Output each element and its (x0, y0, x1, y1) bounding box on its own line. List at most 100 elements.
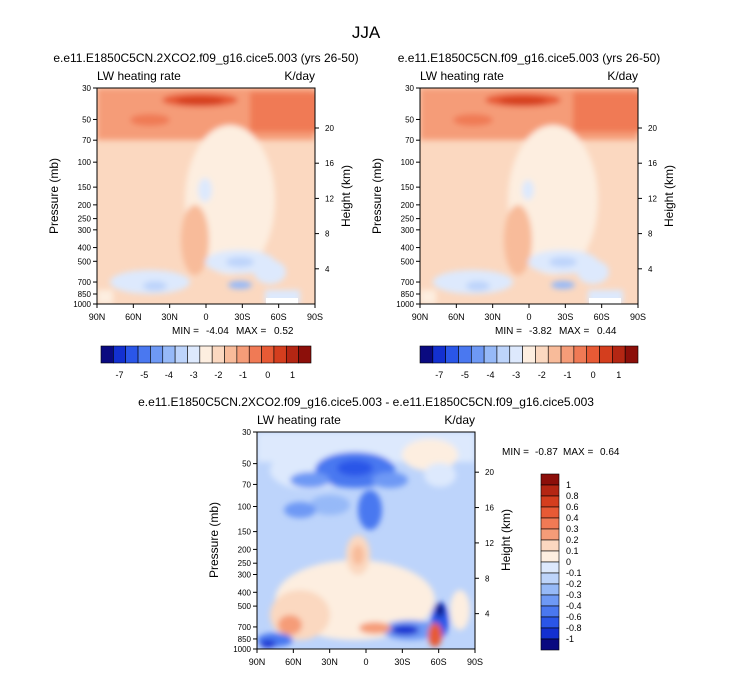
pressure-tick-label: 300 (238, 570, 252, 579)
colorbar-swatch (586, 345, 600, 364)
colorbar-label: -1 (563, 370, 571, 380)
colorbar-label: -5 (461, 370, 469, 380)
pressure-tick-label: 250 (238, 559, 252, 568)
panel-3-title: e.e11.E1850C5CN.2XCO2.f09_g16.cice5.003 … (138, 395, 594, 409)
panel-3-colorbar: 10.80.60.40.30.20.10-0.1-0.2-0.3-0.4-0.6… (540, 473, 582, 651)
colorbar-swatch (540, 484, 560, 497)
pressure-tick-label: 700 (238, 623, 252, 632)
pressure-tick-label: 850 (78, 290, 92, 299)
latitude-tick-label: 90N (89, 312, 106, 322)
height-tick-label: 8 (485, 574, 490, 583)
colorbar-swatch (540, 528, 560, 541)
latitude-tick-label: 0 (526, 312, 531, 322)
colorbar-swatch (573, 345, 588, 364)
height-tick-label: 8 (325, 230, 330, 239)
pressure-tick-label: 300 (401, 226, 415, 235)
panel-1-y2label: Height (km) (339, 165, 353, 227)
colorbar-swatch (540, 561, 560, 574)
panel-2-title: e.e11.E1850C5CN.f09_g16.cice5.003 (yrs 2… (398, 51, 661, 65)
latitude-tick-label: 90S (630, 312, 646, 322)
panel-1-x-ticks: 90N 60N 30N 0 30S 60S 90S (89, 304, 323, 322)
panel-2-heatmap (420, 88, 638, 304)
pressure-tick-label: 200 (238, 545, 252, 554)
height-tick-label: 20 (485, 468, 494, 477)
latitude-tick-label: 90S (467, 657, 483, 667)
height-tick-label: 12 (325, 194, 334, 203)
colorbar-swatch (540, 572, 560, 585)
colorbar-swatch (540, 473, 560, 486)
colorbar-label: -3 (190, 370, 198, 380)
panel-2-max-label: MAX = (559, 326, 589, 337)
latitude-tick-label: 60N (125, 312, 142, 322)
pressure-tick-label: 150 (401, 183, 415, 192)
panel-2-y2-ticks: 20 16 12 8 4 (638, 124, 657, 274)
panel-1-max-label: MAX = (236, 326, 266, 337)
height-tick-label: 20 (648, 124, 657, 133)
colorbar-label: -1 (566, 634, 574, 644)
latitude-tick-label: 60N (285, 657, 302, 667)
panel-2-max-value: 0.44 (597, 326, 617, 337)
colorbar-swatch (599, 345, 613, 364)
colorbar-label: -0.1 (566, 568, 582, 578)
height-tick-label: 8 (648, 230, 653, 239)
height-tick-label: 16 (485, 504, 494, 513)
colorbar-label: 0.2 (566, 535, 579, 545)
latitude-tick-label: 90N (412, 312, 429, 322)
colorbar-label: -4 (487, 370, 495, 380)
panel-3-min-label: MIN = (502, 447, 529, 458)
pressure-tick-label: 70 (405, 136, 414, 145)
colorbar-label: 0.3 (566, 524, 579, 534)
pressure-tick-label: 30 (405, 84, 414, 93)
colorbar-swatch (162, 345, 176, 364)
colorbar-swatch (540, 605, 560, 618)
latitude-tick-label: 60S (271, 312, 287, 322)
colorbar-label: -3 (512, 370, 520, 380)
latitude-tick-label: 60N (448, 312, 465, 322)
pressure-tick-label: 500 (238, 602, 252, 611)
colorbar-swatch (560, 345, 575, 364)
pressure-tick-label: 1000 (396, 300, 414, 309)
colorbar-swatch (432, 345, 446, 364)
panel-1-variable-label: LW heating rate (97, 69, 181, 83)
latitude-tick-label: 30S (394, 657, 410, 667)
panel-3-y2label: Height (km) (499, 509, 513, 571)
colorbar-swatch (540, 627, 560, 640)
pressure-tick-label: 50 (405, 115, 414, 124)
pressure-tick-label: 700 (401, 278, 415, 287)
colorbar-label: -7 (116, 370, 124, 380)
pressure-tick-label: 250 (401, 215, 415, 224)
height-tick-label: 16 (648, 159, 657, 168)
colorbar-swatch (236, 345, 250, 364)
pressure-tick-label: 500 (78, 257, 92, 266)
panel-2-y2label: Height (km) (662, 165, 676, 227)
colorbar-swatch (483, 345, 498, 364)
colorbar-label: -2 (538, 370, 546, 380)
colorbar-label: -0.4 (566, 601, 582, 611)
pressure-tick-label: 30 (242, 428, 251, 437)
height-tick-label: 4 (648, 265, 653, 274)
colorbar-swatch (540, 517, 560, 530)
panel-2-ylabel: Pressure (mb) (370, 158, 384, 234)
pressure-tick-label: 100 (78, 158, 92, 167)
colorbar-label: 1 (566, 480, 571, 490)
colorbar-swatch (470, 345, 485, 364)
colorbar-swatch (137, 345, 151, 364)
colorbar-label: 0 (265, 370, 270, 380)
panel-3-ylabel: Pressure (mb) (207, 502, 221, 578)
height-tick-label: 20 (325, 124, 334, 133)
pressure-tick-label: 100 (238, 503, 252, 512)
latitude-tick-label: 30S (557, 312, 573, 322)
colorbar-label: 1 (616, 370, 621, 380)
pressure-tick-label: 50 (242, 460, 251, 469)
pressure-tick-label: 400 (78, 244, 92, 253)
panel-2-x-ticks: 90N 60N 30N 0 30S 60S 90S (412, 304, 646, 322)
colorbar-label: -0.2 (566, 579, 582, 589)
colorbar-swatch (419, 345, 434, 364)
panel-1-title: e.e11.E1850C5CN.2XCO2.f09_g16.cice5.003 … (53, 51, 358, 65)
panel-3-variable-label: LW heating rate (257, 413, 341, 427)
panel-2-units-label: K/day (607, 69, 638, 83)
pressure-tick-label: 400 (238, 588, 252, 597)
panel-3-units-label: K/day (444, 413, 475, 427)
